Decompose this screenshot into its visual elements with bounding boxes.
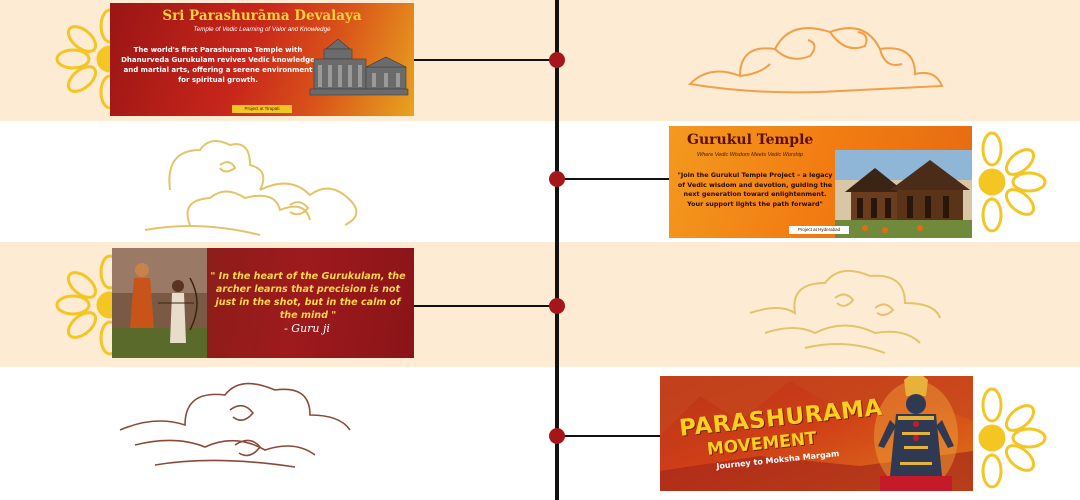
project-card-parashurama-devalaya[interactable]: Sri Parashurāma Devalaya Temple of Vedic…: [110, 3, 414, 116]
timeline-dot-2[interactable]: [549, 171, 565, 187]
card-subtitle: Temple of Vedic Learning of Valor and Kn…: [193, 26, 331, 33]
connector-4: [557, 435, 660, 437]
timeline-dot-1[interactable]: [549, 52, 565, 68]
flower-icon: [972, 383, 1062, 493]
flower-icon: [972, 127, 1062, 237]
project-location-tag: Project at Tirupati: [232, 105, 292, 113]
temple-illustration-icon: [309, 38, 409, 96]
cloud-icon: [144, 140, 358, 236]
cloud-icon: [119, 382, 351, 468]
timeline-dot-4[interactable]: [549, 428, 565, 444]
project-location-tag: Project at Hyderabad: [789, 226, 849, 234]
project-card-gurukul-temple[interactable]: Gurukul Temple Where Vedic Wisdom Meets …: [669, 126, 972, 238]
card-description: "Join the Gurukul Temple Project – a leg…: [677, 171, 833, 208]
quote-author: - Guru ji: [284, 322, 330, 335]
cloud-icon: [687, 27, 944, 94]
card-title: Gurukul Temple: [687, 132, 814, 148]
wooden-temple-photo-icon: [835, 150, 972, 238]
card-subtitle: Where Vedic Wisdom Meets Vedic Worship: [697, 152, 803, 158]
quote-text: " In the heart of the Gurukulam, the arc…: [210, 271, 406, 321]
timeline-line: [555, 0, 559, 500]
cloud-icon: [749, 269, 941, 354]
connector-1: [414, 59, 557, 61]
timeline-dot-3[interactable]: [549, 298, 565, 314]
card-title: Sri Parashurāma Devalaya: [162, 8, 362, 24]
deity-idol-icon: [874, 376, 958, 491]
card-description: The world's first Parashurama Temple wit…: [121, 46, 315, 84]
quote-card-guruji[interactable]: " In the heart of the Gurukulam, the arc…: [112, 248, 414, 358]
connector-2: [557, 178, 669, 180]
connector-3: [414, 305, 557, 307]
archer-photo-icon: [112, 248, 207, 358]
banner-parashurama-movement[interactable]: PARASHURAMA MOVEMENT Journey to Moksha M…: [660, 376, 973, 491]
